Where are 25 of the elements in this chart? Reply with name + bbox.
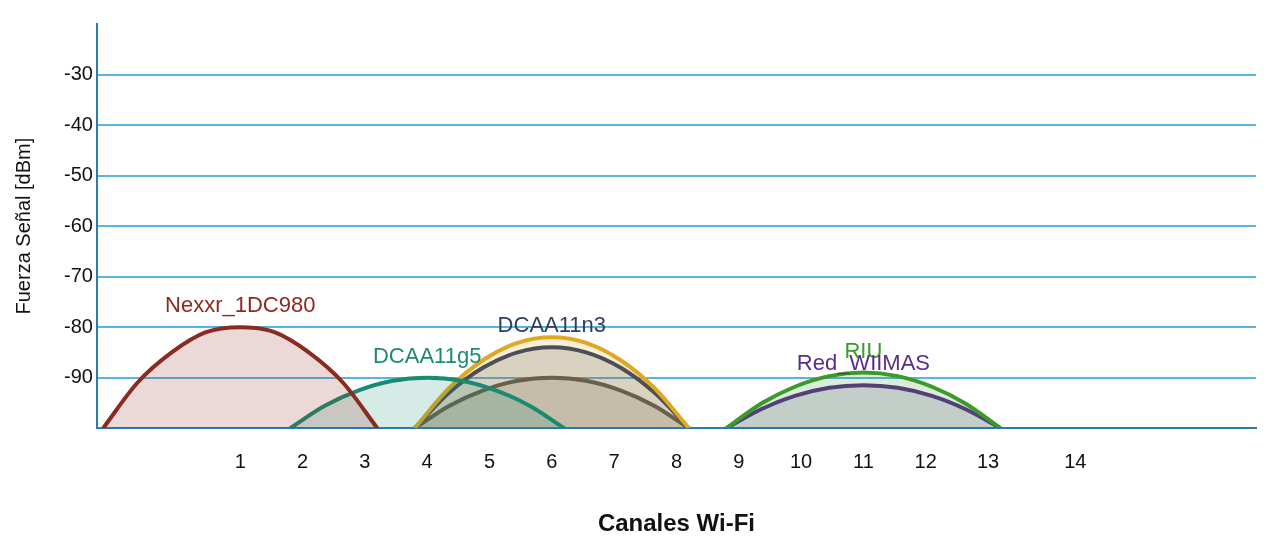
x-tick-label: 13: [976, 449, 1000, 472]
x-tick-label: 10: [789, 449, 813, 472]
x-tick-label: 9: [733, 449, 745, 472]
x-tick-label: 4: [421, 449, 433, 472]
x-tick-label: 6: [546, 449, 558, 472]
y-tick-label: -70: [64, 264, 93, 287]
x-tick-label: 8: [670, 449, 683, 472]
x-tick-label: 14: [1064, 449, 1087, 472]
y-tick-label: -90: [64, 365, 93, 388]
x-tick-label: 5: [483, 449, 496, 472]
x-tick-label: 12: [914, 449, 937, 472]
y-tick-label: -30: [64, 62, 93, 85]
x-tick-label: 11: [853, 449, 874, 472]
y-axis-title: Fuerza Señal [dBm]: [11, 137, 34, 315]
y-tick-label: -50: [64, 163, 93, 186]
x-tick-label: 1: [234, 449, 246, 472]
x-tick-label: 2: [296, 449, 309, 472]
series-label: Nexxr_1DC980: [165, 292, 316, 318]
series-label: DCAA11g5: [372, 342, 482, 368]
x-tick-label: 3: [359, 449, 371, 472]
y-tick-label: -40: [64, 112, 93, 135]
y-tick-label: -80: [64, 314, 93, 337]
x-axis-title: Canales Wi-Fi: [597, 509, 756, 537]
y-tick-label: -60: [64, 213, 93, 236]
x-tick-label: 7: [608, 449, 620, 472]
